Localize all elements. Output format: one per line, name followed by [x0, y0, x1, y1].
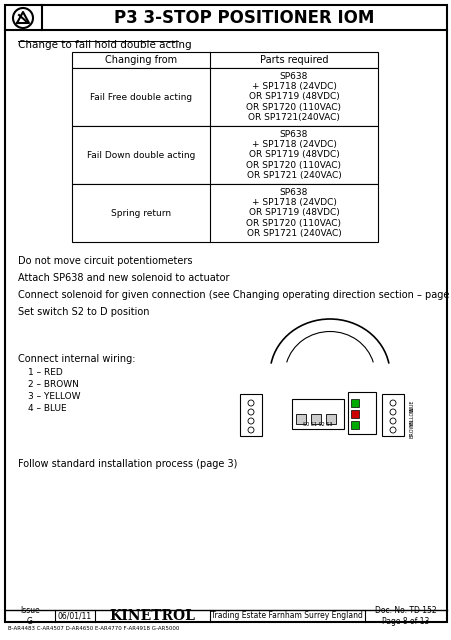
Text: Set switch S2 to D position: Set switch S2 to D position	[18, 307, 149, 317]
Text: Do not move circuit potentiometers: Do not move circuit potentiometers	[18, 256, 192, 266]
Text: SP638
+ SP1718 (24VDC)
OR SP1719 (48VDC)
OR SP1720 (110VAC)
OR SP1721 (240VAC): SP638 + SP1718 (24VDC) OR SP1719 (48VDC)…	[246, 188, 341, 238]
Text: Connect solenoid for given connection (see Changing operating direction section : Connect solenoid for given connection (s…	[18, 290, 451, 300]
Text: Trading Estate Farnham Surrey England: Trading Estate Farnham Surrey England	[211, 611, 362, 621]
Text: Attach SP638 and new solenoid to actuator: Attach SP638 and new solenoid to actuato…	[18, 273, 229, 283]
Bar	[347, 392, 375, 434]
Bar	[72, 52, 377, 68]
Text: Connect internal wiring:: Connect internal wiring:	[18, 354, 135, 364]
Text: Spring return: Spring return	[110, 209, 170, 218]
Text: SP638
+ SP1718 (24VDC)
OR SP1719 (48VDC)
OR SP1720 (110VAC)
OR SP1721 (240VAC): SP638 + SP1718 (24VDC) OR SP1719 (48VDC)…	[246, 130, 341, 180]
Text: 4 – BLUE: 4 – BLUE	[28, 404, 66, 413]
Text: 3 – YELLOW: 3 – YELLOW	[28, 392, 80, 401]
Text: Issue
G: Issue G	[20, 606, 40, 626]
Bar	[350, 399, 358, 407]
Text: KINETROL: KINETROL	[109, 609, 194, 623]
Text: B-AR4483 C-AR4507 D-AR4650 E-AR4770 F-AR4918 G-AR5000: B-AR4483 C-AR4507 D-AR4650 E-AR4770 F-AR…	[8, 625, 179, 630]
Text: 06/01/11: 06/01/11	[58, 611, 92, 621]
Bar	[310, 414, 320, 424]
Text: SP638
+ SP1718 (24VDC)
OR SP1719 (48VDC)
OR SP1720 (110VAC)
OR SP1721(240VAC): SP638 + SP1718 (24VDC) OR SP1719 (48VDC)…	[246, 72, 341, 122]
Text: Parts required: Parts required	[259, 55, 327, 65]
Bar	[295, 414, 305, 424]
Bar	[239, 394, 262, 436]
Text: S0 S1 S2 S3: S0 S1 S2 S3	[303, 422, 332, 427]
Bar	[72, 184, 377, 242]
Text: 1 – RED: 1 – RED	[28, 368, 63, 377]
Bar	[325, 414, 335, 424]
Text: Change to fail hold double acting: Change to fail hold double acting	[18, 40, 191, 50]
Bar	[381, 394, 403, 436]
Bar	[350, 410, 358, 418]
Bar	[350, 421, 358, 429]
Text: BLUE: BLUE	[409, 400, 414, 412]
Bar	[72, 126, 377, 184]
Bar	[291, 399, 343, 429]
Text: Follow standard installation process (page 3): Follow standard installation process (pa…	[18, 459, 237, 469]
Text: P3 3-STOP POSITIONER IOM: P3 3-STOP POSITIONER IOM	[114, 9, 373, 27]
Text: BROWN: BROWN	[409, 419, 414, 438]
Bar	[72, 68, 377, 126]
Text: Doc. No. TD 152
Page 8 of 13: Doc. No. TD 152 Page 8 of 13	[374, 606, 436, 626]
Text: Fail Free double acting: Fail Free double acting	[90, 93, 192, 102]
Text: Fail Down double acting: Fail Down double acting	[87, 150, 195, 159]
Text: 2 – BROWN: 2 – BROWN	[28, 380, 79, 389]
Text: Changing from: Changing from	[105, 55, 177, 65]
Text: YELLOW: YELLOW	[409, 407, 414, 427]
